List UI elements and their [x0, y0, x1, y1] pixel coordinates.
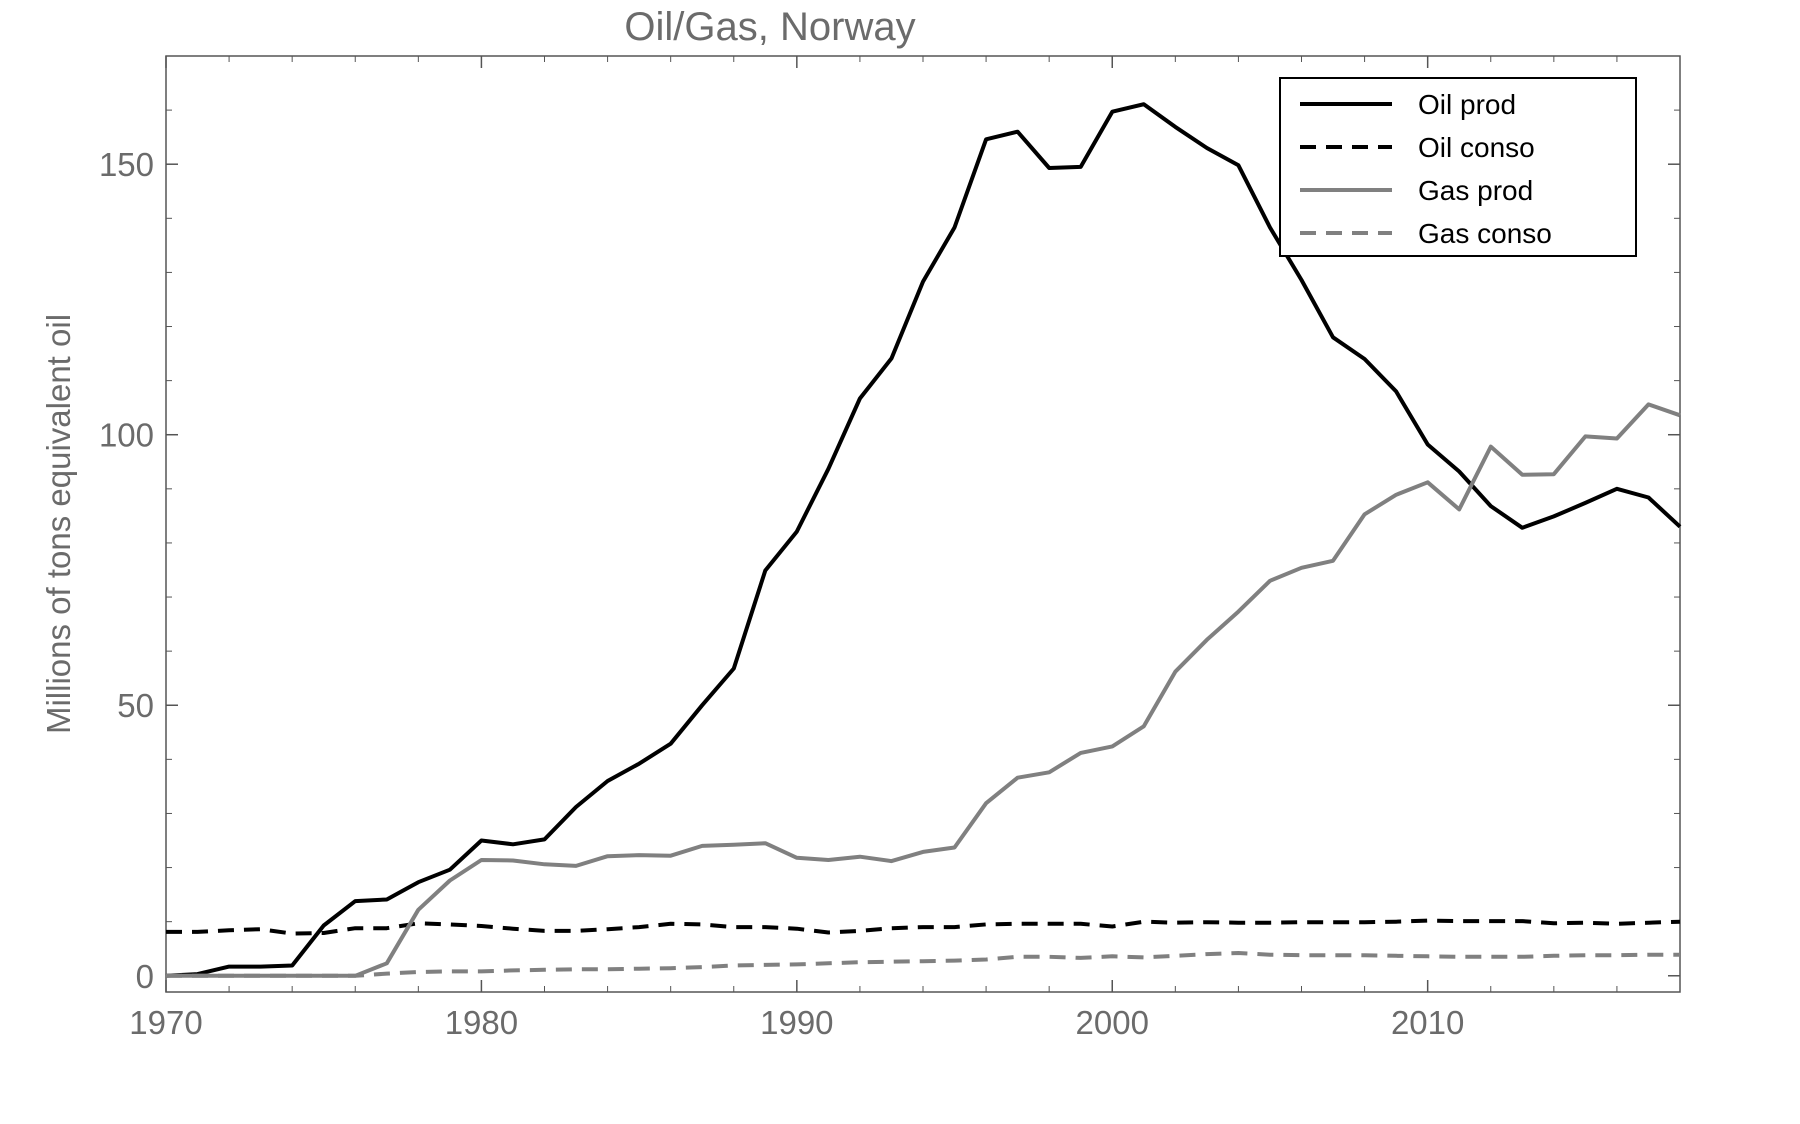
y-tick-label-150: 150: [99, 146, 154, 183]
y-tick-label-0: 0: [136, 958, 154, 995]
series-line-gas-conso: [166, 951, 1680, 978]
y-tick-label-100: 100: [99, 417, 154, 454]
x-tick-label-2010: 2010: [1391, 1004, 1464, 1041]
x-tick-label-1990: 1990: [760, 1004, 833, 1041]
y-axis-label: Millions of tons equivalent oil: [40, 314, 77, 734]
series-line-gas-prod: [166, 402, 1681, 978]
legend-label-gas-prod: Gas prod: [1418, 175, 1533, 206]
legend: Oil prod Oil conso Gas prod Gas conso: [1279, 77, 1637, 257]
series-line-oil-prod: [165, 102, 1682, 978]
x-tick-label-1980: 1980: [445, 1004, 518, 1041]
y-tick-label-50: 50: [117, 687, 154, 724]
legend-label-oil-prod: Oil prod: [1418, 89, 1516, 120]
axis-ticks: 1970 1980 1990 2000 2010 0 50 100 150: [99, 56, 1681, 1041]
legend-label-gas-conso: Gas conso: [1418, 218, 1552, 249]
x-tick-label-2000: 2000: [1076, 1004, 1149, 1041]
x-tick-label-1970: 1970: [129, 1004, 202, 1041]
chart-title: Oil/Gas, Norway: [624, 5, 915, 49]
legend-label-oil-conso: Oil conso: [1418, 132, 1535, 163]
series-layer: [165, 102, 1682, 978]
legend-box: [1279, 77, 1637, 257]
series-line-oil-conso: [166, 918, 1681, 936]
